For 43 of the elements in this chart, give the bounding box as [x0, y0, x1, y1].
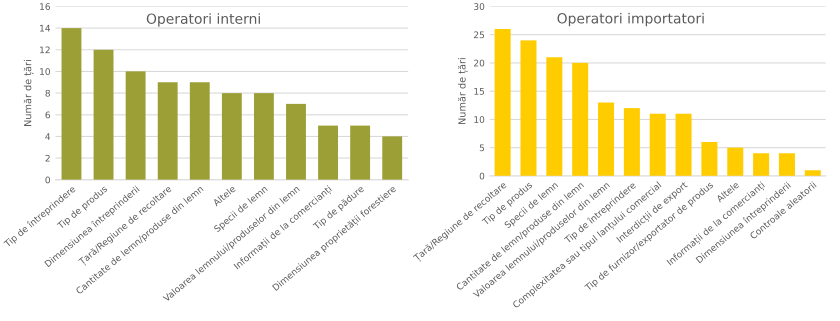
bar	[701, 142, 718, 176]
y-tick-label: 10	[474, 116, 484, 123]
bar	[94, 50, 114, 180]
bar	[382, 136, 402, 180]
bar	[190, 82, 210, 180]
bar	[254, 93, 274, 180]
y-tick-label: 25	[474, 31, 484, 38]
bar	[350, 126, 370, 180]
y-tick-label: 4	[45, 133, 50, 140]
bar	[598, 102, 614, 176]
chart-title: Operatori importatori	[557, 12, 704, 26]
y-tick-label: 16	[40, 3, 50, 10]
bar	[520, 40, 536, 176]
bar	[222, 93, 242, 180]
bar	[546, 57, 562, 176]
y-tick-label: 20	[474, 60, 484, 66]
bar	[778, 153, 795, 176]
bar	[650, 114, 666, 176]
bar	[158, 82, 178, 180]
bar	[494, 29, 511, 176]
y-axis-title: Număr de țări	[458, 58, 468, 124]
bar	[318, 126, 338, 180]
bar	[572, 62, 588, 176]
y-tick-label: 5	[480, 144, 484, 152]
y-tick-label: 6	[45, 111, 50, 118]
y-tick-label: 0	[45, 176, 50, 184]
bar	[753, 153, 770, 176]
bar	[126, 71, 146, 180]
y-axis-title: Număr de țări	[24, 60, 34, 126]
bar	[62, 28, 82, 180]
y-tick-label: 0	[480, 172, 484, 180]
y-tick-label: 30	[474, 3, 484, 10]
y-tick-label: 2	[45, 154, 50, 162]
y-tick-label: 15	[474, 88, 484, 95]
y-tick-label: 8	[45, 90, 50, 97]
bar	[727, 148, 744, 176]
y-tick-label: 14	[40, 24, 50, 32]
bar	[624, 108, 640, 176]
chart-title: Operatori interni	[146, 13, 260, 27]
y-tick-label: 12	[40, 46, 50, 54]
bar	[286, 104, 306, 180]
bar	[676, 114, 692, 176]
y-tick-label: 10	[40, 68, 50, 75]
